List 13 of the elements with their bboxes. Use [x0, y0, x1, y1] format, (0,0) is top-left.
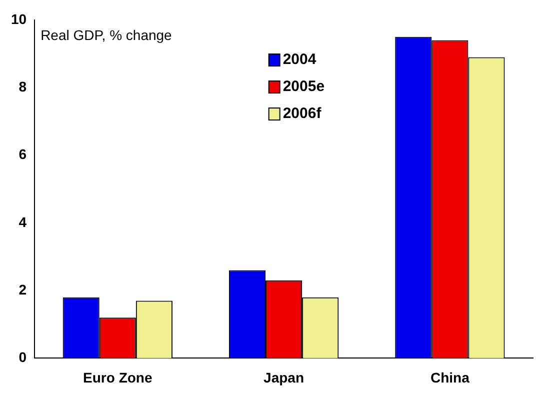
y-tick-label: 10	[10, 10, 27, 27]
y-tick-label: 0	[18, 349, 27, 366]
annotation: Real GDP, % change	[40, 26, 172, 43]
x-tick-label: Japan	[264, 369, 304, 386]
x-tick-label: Euro Zone	[83, 369, 152, 386]
y-tick-label: 4	[18, 214, 27, 230]
legend-label: 2005e	[282, 78, 325, 96]
legend-label: 2006f	[282, 105, 322, 122]
legend-label: 2004	[282, 51, 317, 68]
x-tick-label: China	[430, 369, 470, 386]
y-tick-label: 2	[18, 281, 27, 298]
y-tick-label: 6	[18, 146, 27, 162]
y-tick-label: 8	[18, 78, 27, 94]
